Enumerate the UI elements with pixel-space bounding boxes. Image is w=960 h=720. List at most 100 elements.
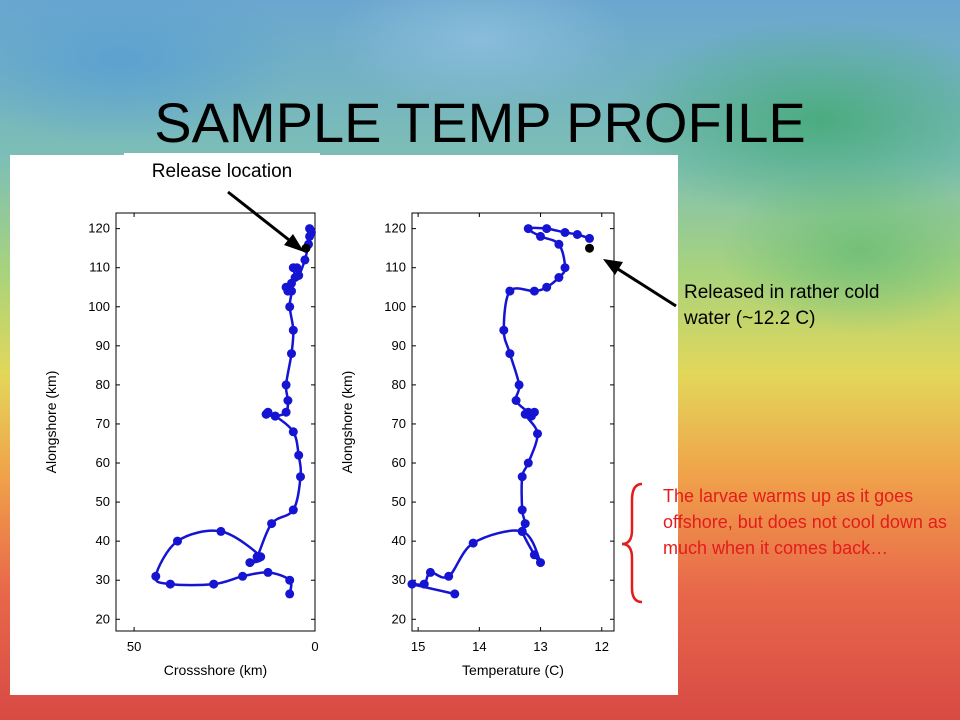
plot1-track-point xyxy=(261,409,271,419)
plot1-x-axis-label: Crossshore (km) xyxy=(164,662,267,678)
plot2-track-point xyxy=(425,567,435,577)
plot2-y-tick-label: 40 xyxy=(392,533,406,548)
plot2-track-point xyxy=(444,571,454,581)
plot1-y-tick-label: 30 xyxy=(96,572,110,587)
plot2-y-tick-label: 120 xyxy=(384,221,406,236)
plot1-track-point xyxy=(288,505,298,515)
plot1-track-point xyxy=(285,575,295,585)
plot2-x-tick-label: 13 xyxy=(533,639,547,654)
plot2-track-point xyxy=(517,505,527,515)
plot2-axes-box xyxy=(411,212,615,632)
plot2-track-point xyxy=(536,558,545,568)
plot1-track-point xyxy=(285,302,295,312)
plot2-track-point xyxy=(450,589,460,599)
plot1-track-point xyxy=(151,571,161,581)
plot2-y-tick-label: 80 xyxy=(392,377,406,392)
plot2-track-point xyxy=(572,230,582,239)
plot2-track-point xyxy=(523,224,533,234)
plot1-track-point xyxy=(256,552,266,562)
plot2-track-point xyxy=(520,519,530,529)
plot2-y-tick-label: 60 xyxy=(392,455,406,470)
plot2-y-tick-label: 30 xyxy=(392,572,406,587)
plot1-track-point xyxy=(173,536,182,546)
plot2-x-axis-label: Temperature (C) xyxy=(462,662,564,678)
plot2-track-point xyxy=(554,273,564,282)
plot1-y-tick-label: 80 xyxy=(96,377,110,392)
plot2-track-point xyxy=(505,286,515,296)
figure-panel: 20 30 40 50 60 70 80 90 100 110 120 50 0 Crossshore (… xyxy=(10,155,678,695)
plot1-track-point xyxy=(288,325,298,335)
plot2-track-point xyxy=(536,231,545,241)
plot1-y-tick-label: 70 xyxy=(96,416,110,431)
plot2-track-point xyxy=(499,325,509,335)
plot1-track-point xyxy=(283,396,293,405)
plot1-track-point xyxy=(263,567,273,577)
plot1-release-point xyxy=(301,243,311,253)
plot2-track-point xyxy=(407,579,417,589)
larvae-note: The larvae warms up as it goes offshore,… xyxy=(663,486,947,558)
plot2-track-point xyxy=(468,538,478,548)
plot2-y-axis-label: Alongshore (km) xyxy=(339,371,355,474)
plot2-y-tick-label: 90 xyxy=(392,338,406,353)
released-note: Released in rather cold water (~12.2 C) xyxy=(684,282,880,329)
plot1-y-tick-label: 100 xyxy=(88,299,110,314)
plot2-y-tick-label: 20 xyxy=(392,611,406,626)
plot2-track-point xyxy=(514,380,524,390)
release-location-label: Release location xyxy=(124,153,320,191)
plot2-track-point xyxy=(505,349,515,359)
plot2-track-point xyxy=(533,429,542,439)
plot2-track-point xyxy=(529,550,539,560)
plot1-track-point xyxy=(267,519,277,529)
plot1-y-tick-label: 40 xyxy=(96,533,110,548)
plot1-y-axis-label: Alongshore (km) xyxy=(43,371,59,474)
plot1-track-point xyxy=(245,558,255,568)
plot2-y-tick-label: 100 xyxy=(384,299,406,314)
plot1-track-point xyxy=(294,450,304,460)
plot2-y-tick-label: 50 xyxy=(392,494,406,509)
plot1-track-point xyxy=(287,349,296,359)
plot2-x-tick-label: 12 xyxy=(595,639,609,654)
plot1-track-point xyxy=(288,427,298,437)
plot1-y-tick-label: 110 xyxy=(89,260,110,275)
plot1-track-point xyxy=(165,579,175,589)
slide-title: SAMPLE TEMP PROFILE xyxy=(154,91,806,154)
plot2-track-point xyxy=(542,224,552,234)
plot2-y-tick-label: 110 xyxy=(385,260,406,275)
plot2-x-tick-label: 15 xyxy=(411,639,425,654)
plot1-track-point xyxy=(281,380,291,390)
plot1-track-point xyxy=(216,526,226,536)
plot2-track-point xyxy=(585,233,594,243)
plot2-track-point xyxy=(542,282,552,292)
plot2-track-point xyxy=(529,286,539,296)
plot1-track-point xyxy=(288,263,298,273)
plot2-track-point xyxy=(554,239,564,249)
plot1-x-tick-label: 0 xyxy=(311,639,318,654)
plot1-track-point xyxy=(238,571,248,581)
plot1-track-point xyxy=(270,411,280,421)
plot1-y-tick-label: 60 xyxy=(96,455,110,470)
plot1-track-point xyxy=(285,589,295,599)
plot2-x-tick-label: 14 xyxy=(472,639,486,654)
plot2-track-point xyxy=(511,396,521,405)
plot2-track-point xyxy=(520,409,530,419)
plot1-axes-box xyxy=(115,212,316,632)
plot2-track-point xyxy=(560,263,570,273)
plot2-release-point xyxy=(585,243,594,253)
plot1-y-tick-label: 90 xyxy=(96,338,110,353)
plot1-x-tick-label: 50 xyxy=(127,639,141,654)
plot2-track-point xyxy=(560,228,570,237)
plot1-y-tick-label: 20 xyxy=(96,611,110,626)
plot2-track-point xyxy=(523,458,533,468)
chart-canvas: 20 30 40 50 60 70 80 90 100 110 120 50 0 Crossshore (… xyxy=(43,212,615,678)
plot2-track-point xyxy=(419,579,429,589)
plot2-y-tick-label: 70 xyxy=(392,416,406,431)
plot1-y-tick-label: 50 xyxy=(96,494,110,509)
plot2-track-point xyxy=(529,407,539,417)
plot1-track-point xyxy=(287,286,296,296)
plot1-y-tick-label: 120 xyxy=(88,221,110,236)
plot1-track-point xyxy=(300,255,310,265)
plot2-track-point xyxy=(517,472,527,482)
plot2-track-line xyxy=(409,226,590,596)
plot1-track-point xyxy=(209,579,219,589)
plot2-track-point xyxy=(517,526,527,536)
